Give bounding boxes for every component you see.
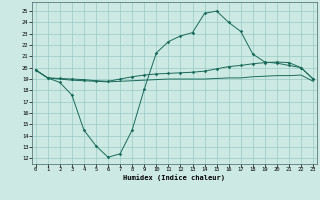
X-axis label: Humidex (Indice chaleur): Humidex (Indice chaleur): [124, 174, 225, 181]
